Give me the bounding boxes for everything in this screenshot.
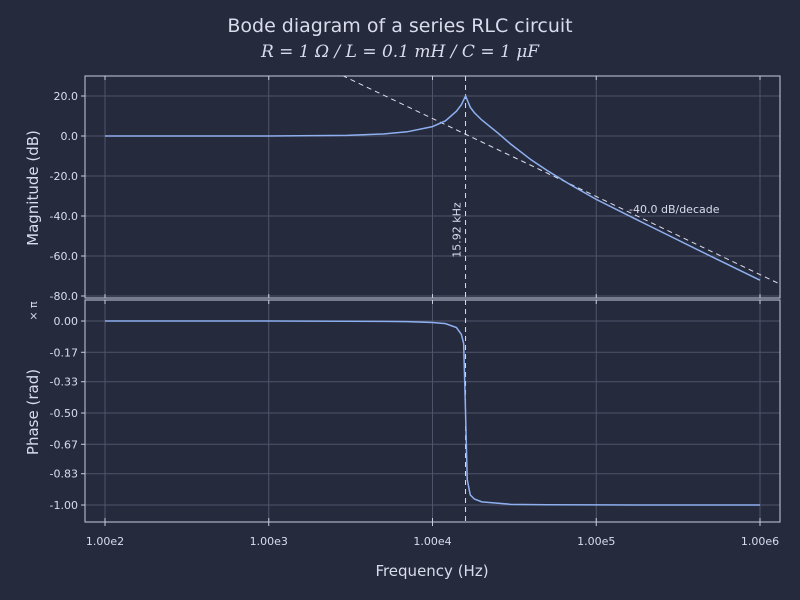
resonance-label: 15.92 kHz bbox=[451, 202, 464, 258]
phase-y-tick-label: -0.50 bbox=[50, 407, 78, 420]
asymptote-line bbox=[342, 76, 780, 285]
chart-subtitle: R = 1 Ω / L = 0.1 mH / C = 1 μF bbox=[260, 42, 540, 62]
magnitude-y-tick-label: -60.0 bbox=[50, 250, 78, 263]
phase-y-tick-label: -1.00 bbox=[50, 499, 78, 512]
magnitude-y-tick-label: -40.0 bbox=[50, 210, 78, 223]
x-tick-label: 1.00e2 bbox=[86, 535, 124, 548]
magnitude-axis-label: Magnitude (dB) bbox=[24, 130, 42, 246]
phase-axis-label: Phase (rad) bbox=[24, 369, 42, 455]
magnitude-y-tick-label: 0.0 bbox=[61, 130, 79, 143]
magnitude-y-tick-label: -20.0 bbox=[50, 170, 78, 183]
phase-panel: 0.00 -0.17 -0.33 -0.50 -0.67 -0.83 -1.00 bbox=[50, 299, 781, 523]
magnitude-panel: 20.0 0.0 -20.0 -40.0 -60.0 -80.0 -40.0 dB/deca… bbox=[50, 75, 781, 303]
x-tick-label: 1.00e4 bbox=[413, 535, 451, 548]
phase-unit-label: × π bbox=[27, 301, 40, 321]
x-tick-label: 1.00e5 bbox=[577, 535, 615, 548]
x-tick-label: 1.00e3 bbox=[250, 535, 288, 548]
phase-y-tick-label: -0.67 bbox=[50, 438, 78, 451]
x-axis-label: Frequency (Hz) bbox=[375, 562, 488, 580]
phase-y-tick-label: -0.17 bbox=[50, 346, 78, 359]
phase-curve bbox=[104, 320, 761, 506]
phase-y-tick-label: 0.00 bbox=[54, 315, 79, 328]
magnitude-curve bbox=[104, 94, 761, 281]
x-tick-label: 1.00e6 bbox=[741, 535, 779, 548]
chart-title: Bode diagram of a series RLC circuit bbox=[227, 15, 572, 37]
frequency-axis: 1.00e2 1.00e3 1.00e4 1.00e5 1.00e6 bbox=[86, 522, 779, 548]
phase-y-tick-label: -0.33 bbox=[50, 376, 78, 389]
asymptote-label: -40.0 dB/decade bbox=[629, 203, 720, 216]
magnitude-y-tick-label: 20.0 bbox=[54, 90, 79, 103]
phase-y-tick-label: -0.83 bbox=[50, 468, 78, 481]
magnitude-y-tick-label: -80.0 bbox=[50, 290, 78, 303]
